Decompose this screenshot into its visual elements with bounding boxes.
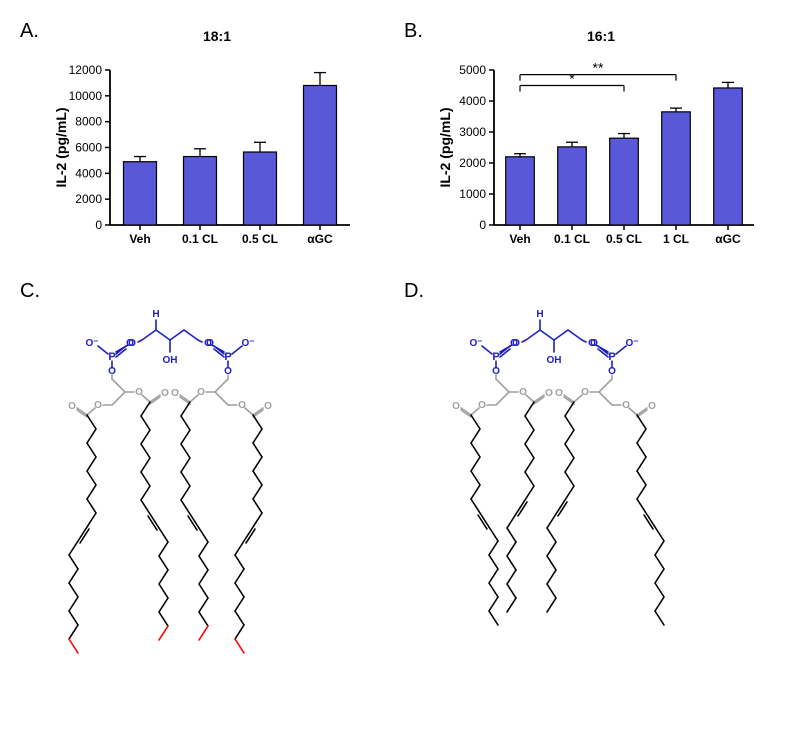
svg-text:O: O <box>197 387 205 398</box>
panel-c-diagram: OHHOPOO⁻OOPOO⁻OOOOOOOOO <box>20 280 384 728</box>
svg-text:*: * <box>569 71 575 87</box>
svg-text:O: O <box>161 388 169 399</box>
svg-text:O: O <box>622 400 630 411</box>
panel-d: D. OHHOPOO⁻OOPOO⁻OOOOOOOOO <box>404 280 768 728</box>
svg-text:O: O <box>545 388 553 399</box>
panel-d-label: D. <box>404 280 424 303</box>
panel-a-chart-title: 18:1 <box>50 28 384 44</box>
panel-c-label: C. <box>20 280 40 303</box>
svg-text:IL-2 (pg/mL): IL-2 (pg/mL) <box>53 107 69 187</box>
panel-b-chart: 0 1000 2000 3000 4000 5000 Veh 0.1 CL 0.5 CL 1 CL… <box>434 50 768 260</box>
svg-text:0: 0 <box>479 218 486 232</box>
svg-text:0.1 CL: 0.1 CL <box>554 232 590 246</box>
svg-text:2000: 2000 <box>459 156 486 170</box>
svg-text:0: 0 <box>95 218 102 232</box>
panel-b-label: B. <box>404 20 423 43</box>
svg-text:αGC: αGC <box>307 232 333 246</box>
panel-d-diagram: OHHOPOO⁻OOPOO⁻OOOOOOOOO <box>404 280 768 728</box>
svg-text:12000: 12000 <box>69 63 103 77</box>
svg-text:O: O <box>126 338 134 349</box>
svg-text:2000: 2000 <box>75 192 102 206</box>
panel-b: B. 16:1 0 1000 2000 3000 4000 5000 Veh 0.1 CL 0.… <box>404 20 768 260</box>
svg-text:Veh: Veh <box>129 232 150 246</box>
svg-text:αGC: αGC <box>715 232 741 246</box>
svg-text:4000: 4000 <box>75 166 102 180</box>
svg-text:O⁻: O⁻ <box>625 338 638 349</box>
panel-c: C. OHHOPOO⁻OOPOO⁻OOOOOOOOO <box>20 280 384 728</box>
svg-text:0.1 CL: 0.1 CL <box>182 232 218 246</box>
svg-text:O: O <box>478 400 486 411</box>
svg-text:O⁻: O⁻ <box>469 338 482 349</box>
svg-text:0.5 CL: 0.5 CL <box>606 232 642 246</box>
svg-text:O: O <box>94 400 102 411</box>
svg-text:O⁻: O⁻ <box>85 338 98 349</box>
svg-text:O: O <box>581 387 589 398</box>
svg-text:O: O <box>238 400 246 411</box>
svg-text:O: O <box>264 401 272 412</box>
svg-text:O: O <box>510 338 518 349</box>
svg-text:O: O <box>519 387 527 398</box>
svg-text:O: O <box>590 338 598 349</box>
svg-text:1 CL: 1 CL <box>663 232 689 246</box>
svg-text:O: O <box>135 387 143 398</box>
svg-text:3000: 3000 <box>459 125 486 139</box>
svg-text:O: O <box>555 388 563 399</box>
svg-text:0.5 CL: 0.5 CL <box>242 232 278 246</box>
panel-a: A. 18:1 0 2000 4000 6000 8000 10000 12000 Veh 0.… <box>20 20 384 260</box>
svg-text:5000: 5000 <box>459 63 486 77</box>
panel-b-chart-wrap: 16:1 0 1000 2000 3000 4000 5000 Veh 0.1 CL 0.5 C… <box>404 20 768 260</box>
svg-text:IL-2 (pg/mL): IL-2 (pg/mL) <box>437 107 453 187</box>
svg-text:**: ** <box>593 60 604 76</box>
svg-text:OH: OH <box>163 355 178 366</box>
svg-text:O⁻: O⁻ <box>241 338 254 349</box>
svg-text:1000: 1000 <box>459 187 486 201</box>
svg-text:O: O <box>648 401 656 412</box>
svg-text:O: O <box>68 401 76 412</box>
svg-text:OH: OH <box>547 355 562 366</box>
panel-a-chart: 0 2000 4000 6000 8000 10000 12000 Veh 0.1 CL 0.5 … <box>50 50 384 260</box>
panel-a-chart-wrap: 18:1 0 2000 4000 6000 8000 10000 12000 Veh 0.1 C… <box>20 20 384 260</box>
svg-text:O: O <box>452 401 460 412</box>
svg-text:4000: 4000 <box>459 94 486 108</box>
svg-text:Veh: Veh <box>509 232 530 246</box>
svg-text:H: H <box>536 309 543 320</box>
svg-text:O: O <box>171 388 179 399</box>
panel-b-chart-title: 16:1 <box>434 28 768 44</box>
figure-grid: A. 18:1 020004000600080001000012000Veh0.… <box>20 20 768 728</box>
svg-text:10000: 10000 <box>69 89 103 103</box>
svg-text:6000: 6000 <box>75 141 102 155</box>
svg-text:8000: 8000 <box>75 115 102 129</box>
panel-a-label: A. <box>20 20 39 43</box>
svg-text:O: O <box>206 338 214 349</box>
svg-text:H: H <box>152 309 159 320</box>
